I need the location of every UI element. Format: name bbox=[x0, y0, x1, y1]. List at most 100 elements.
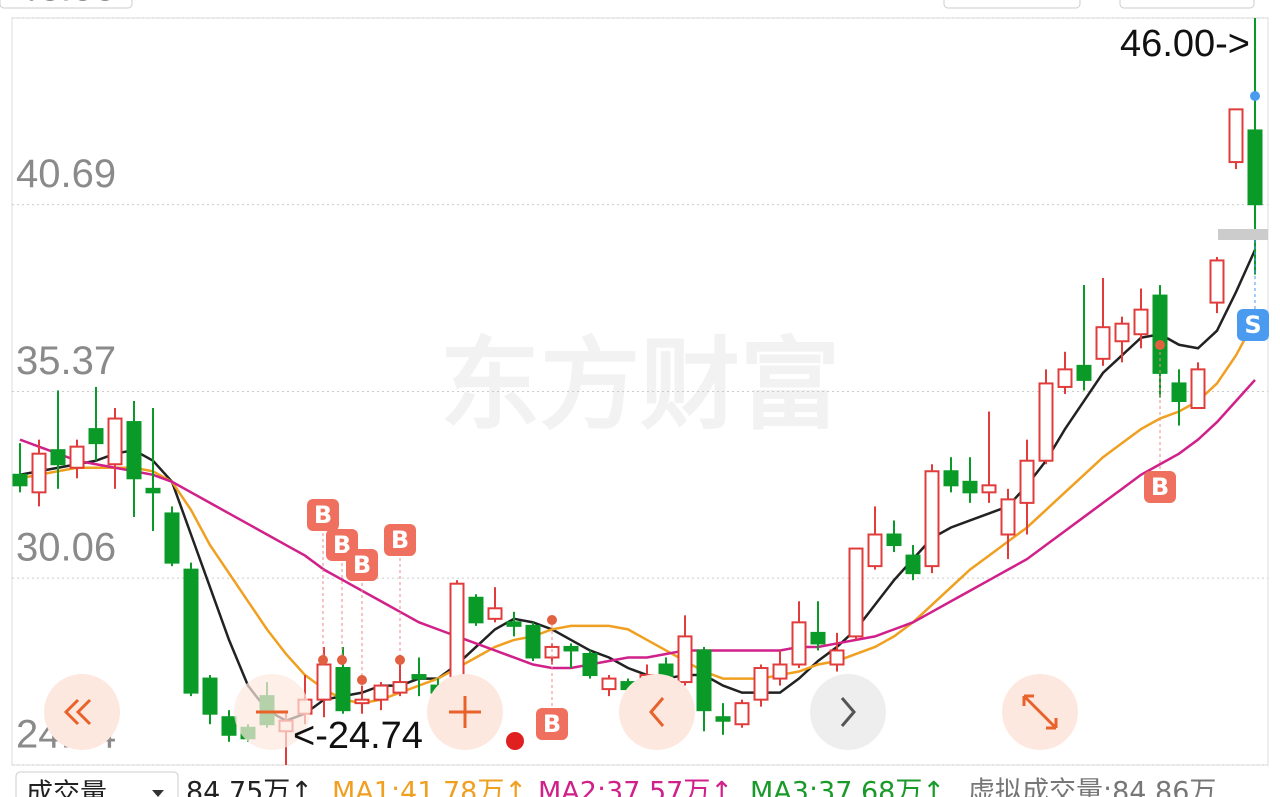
signal-point bbox=[547, 615, 557, 625]
candle-body bbox=[1057, 368, 1073, 388]
candle-body bbox=[392, 681, 408, 694]
signal-point bbox=[1155, 340, 1165, 350]
icon bbox=[840, 697, 856, 727]
signal-badge: B bbox=[384, 524, 416, 556]
candle-body bbox=[202, 677, 218, 715]
selector[interactable] bbox=[15, 771, 179, 797]
candle-body bbox=[1095, 326, 1111, 360]
candle-body bbox=[753, 667, 769, 701]
top-button[interactable] bbox=[943, 0, 1081, 9]
ma-line bbox=[19, 379, 1256, 670]
candle-body bbox=[1000, 498, 1016, 536]
signal-badge: B bbox=[346, 549, 378, 581]
candle-body bbox=[1209, 259, 1225, 304]
candle-body bbox=[1114, 322, 1130, 343]
icon bbox=[63, 698, 92, 726]
candle-body bbox=[183, 568, 199, 694]
badge-label: B bbox=[333, 531, 351, 559]
candle-body bbox=[886, 533, 902, 547]
candle-body bbox=[88, 428, 104, 445]
candle-body bbox=[582, 652, 598, 677]
candle-body bbox=[145, 487, 161, 494]
badge-box bbox=[1144, 471, 1176, 503]
signal-point bbox=[357, 675, 367, 685]
signal-badge: B bbox=[307, 499, 339, 531]
y-tick-label: 40.69 bbox=[16, 152, 116, 196]
price-indicator bbox=[1218, 229, 1268, 240]
ma2: MA2:37.57万↑ bbox=[538, 777, 733, 797]
candle-body bbox=[772, 663, 788, 680]
candle-body bbox=[221, 716, 237, 736]
badge-label: B bbox=[314, 501, 332, 529]
signal-point bbox=[395, 655, 405, 665]
candle-body bbox=[12, 473, 28, 487]
candle-body bbox=[981, 484, 997, 494]
icon bbox=[649, 697, 665, 727]
candle-body bbox=[943, 470, 959, 487]
candle-body bbox=[734, 702, 750, 726]
min-label: <-24.74 bbox=[293, 715, 423, 757]
y-tick-label: 35.37 bbox=[16, 339, 116, 383]
candle-body bbox=[525, 624, 541, 659]
volume-bar: 成交量 84.75万↑ MA1:41.78万↑ MA2:37.57万↑ MA3:… bbox=[15, 771, 1216, 797]
signal-badge: B bbox=[536, 708, 568, 740]
candle-body bbox=[335, 667, 351, 712]
badge-box bbox=[1237, 309, 1269, 341]
candle-body bbox=[164, 512, 180, 564]
watermark: 东方财富 bbox=[440, 326, 840, 443]
candle-body bbox=[1038, 382, 1054, 462]
candle-body bbox=[715, 716, 731, 722]
signal-point bbox=[318, 655, 328, 665]
candle-body bbox=[449, 582, 465, 691]
icon bbox=[449, 696, 481, 728]
signal-badge: S bbox=[1237, 309, 1269, 341]
candle-body bbox=[1019, 459, 1035, 504]
scroll-left-fast[interactable] bbox=[44, 674, 120, 750]
candle-body bbox=[411, 674, 427, 680]
candle-body bbox=[468, 596, 484, 624]
top-button[interactable] bbox=[0, 0, 133, 9]
badge-box bbox=[384, 524, 416, 556]
badge-box bbox=[346, 549, 378, 581]
candle-body bbox=[1152, 294, 1168, 374]
candle-body bbox=[677, 635, 693, 684]
ma3: MA3:37.68万↑ bbox=[750, 777, 945, 797]
virtual-volume: 虚拟成交量:84.86万 bbox=[968, 777, 1216, 797]
icon bbox=[152, 790, 164, 797]
candle-body bbox=[924, 470, 940, 568]
dot bbox=[506, 732, 524, 750]
candle-body bbox=[905, 554, 921, 575]
ma-line bbox=[19, 319, 1257, 705]
top-button[interactable] bbox=[1119, 0, 1255, 9]
selector-label: 成交量 bbox=[26, 779, 107, 797]
candle-body bbox=[1133, 308, 1149, 336]
badge-label: B bbox=[353, 551, 371, 579]
candle-body bbox=[1190, 368, 1206, 410]
max-label: 46.00-> bbox=[1120, 23, 1250, 65]
candle-body bbox=[829, 649, 845, 666]
candle-body bbox=[1076, 364, 1092, 381]
candle-body bbox=[354, 698, 370, 705]
price-dot bbox=[1250, 91, 1260, 101]
candle-body bbox=[373, 684, 389, 701]
signal-badge: B bbox=[1144, 471, 1176, 503]
badge-label: B bbox=[1151, 473, 1169, 501]
badge-box bbox=[307, 499, 339, 531]
candle-body bbox=[506, 621, 522, 627]
candle-body bbox=[1171, 382, 1187, 402]
candle-body bbox=[316, 663, 332, 701]
y-tick-label: 46.00 bbox=[16, 0, 116, 10]
y-tick-label: 30.06 bbox=[16, 526, 116, 570]
candle-body bbox=[487, 607, 503, 620]
move-right[interactable] bbox=[810, 674, 886, 750]
candle-body bbox=[31, 452, 47, 494]
candle-body bbox=[848, 547, 864, 638]
candle-body bbox=[126, 421, 142, 480]
candle-body bbox=[810, 631, 826, 645]
move-left[interactable] bbox=[619, 674, 695, 750]
candle-body bbox=[962, 480, 978, 494]
nav-buttons bbox=[44, 674, 1078, 750]
badge-label: B bbox=[391, 526, 409, 554]
